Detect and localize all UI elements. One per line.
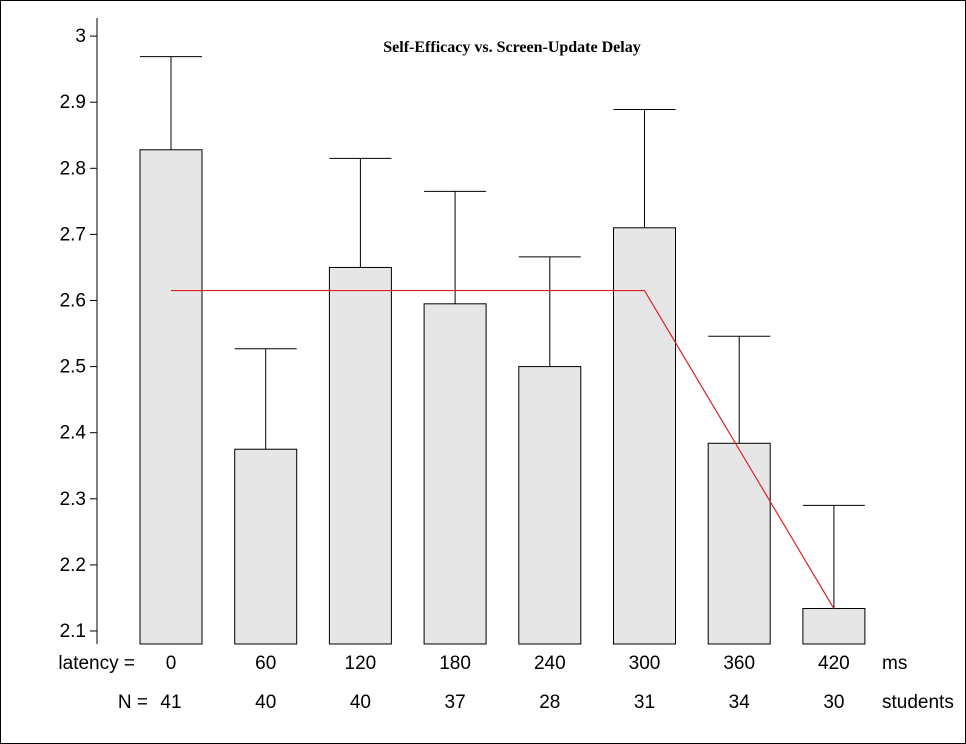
bar-120 (328, 266, 392, 645)
y-tick-label-2.2: 2.2 (60, 555, 86, 576)
y-tick-label-2.8: 2.8 (60, 158, 86, 179)
n-label-300: 31 (634, 692, 655, 713)
x-tick-label-240: 240 (534, 653, 566, 674)
n-label-60: 40 (255, 692, 276, 713)
n-labels: 41 40 40 37 28 31 34 30 (160, 692, 844, 713)
n-label-0: 41 (160, 692, 181, 713)
y-tick-label-2.9: 2.9 (60, 92, 86, 113)
error-bars-layer (140, 56, 865, 609)
y-tick-label-2.5: 2.5 (60, 357, 86, 378)
chart-title: Self-Efficacy vs. Screen-Update Delay (383, 39, 640, 56)
x-tick-label-420: 420 (818, 653, 850, 674)
bar-60 (234, 448, 298, 645)
y-axis: 3 2.9 2.8 2.7 2.6 2.5 2.4 2.3 2.2 2.1 (60, 18, 98, 644)
bar-420 (802, 608, 866, 645)
n-unit-label: students (882, 692, 954, 713)
bars-layer (139, 149, 866, 645)
y-tick-label-3: 3 (75, 26, 86, 47)
x-tick-label-0: 0 (166, 653, 177, 674)
x-tick-label-300: 300 (629, 653, 661, 674)
x-tick-label-180: 180 (439, 653, 471, 674)
bar-180 (423, 303, 487, 645)
n-label-180: 37 (445, 692, 466, 713)
n-label-120: 40 (350, 692, 371, 713)
bar-240 (518, 366, 582, 645)
latency-unit-label: ms (882, 653, 907, 674)
n-row-label: N = (118, 692, 148, 713)
fit-line-layer (171, 289, 835, 609)
bar-300 (613, 227, 676, 645)
fit-line (171, 289, 835, 609)
bar-360 (707, 442, 771, 645)
y-tick-label-2.3: 2.3 (60, 489, 86, 510)
n-label-360: 34 (729, 692, 751, 713)
x-tick-label-360: 360 (723, 653, 755, 674)
n-label-240: 28 (539, 692, 560, 713)
x-tick-label-120: 120 (345, 653, 377, 674)
x-tick-label-60: 60 (255, 653, 276, 674)
y-tick-label-2.1: 2.1 (60, 621, 86, 642)
y-tick-label-2.7: 2.7 (60, 224, 86, 245)
latency-row-label: latency = (58, 653, 135, 674)
y-tick-label-2.6: 2.6 (60, 291, 86, 312)
bar-0 (139, 149, 203, 645)
x-tick-labels: 0 60 120 180 240 300 360 420 (166, 653, 850, 674)
y-tick-label-2.4: 2.4 (60, 423, 87, 444)
n-label-420: 30 (823, 692, 844, 713)
